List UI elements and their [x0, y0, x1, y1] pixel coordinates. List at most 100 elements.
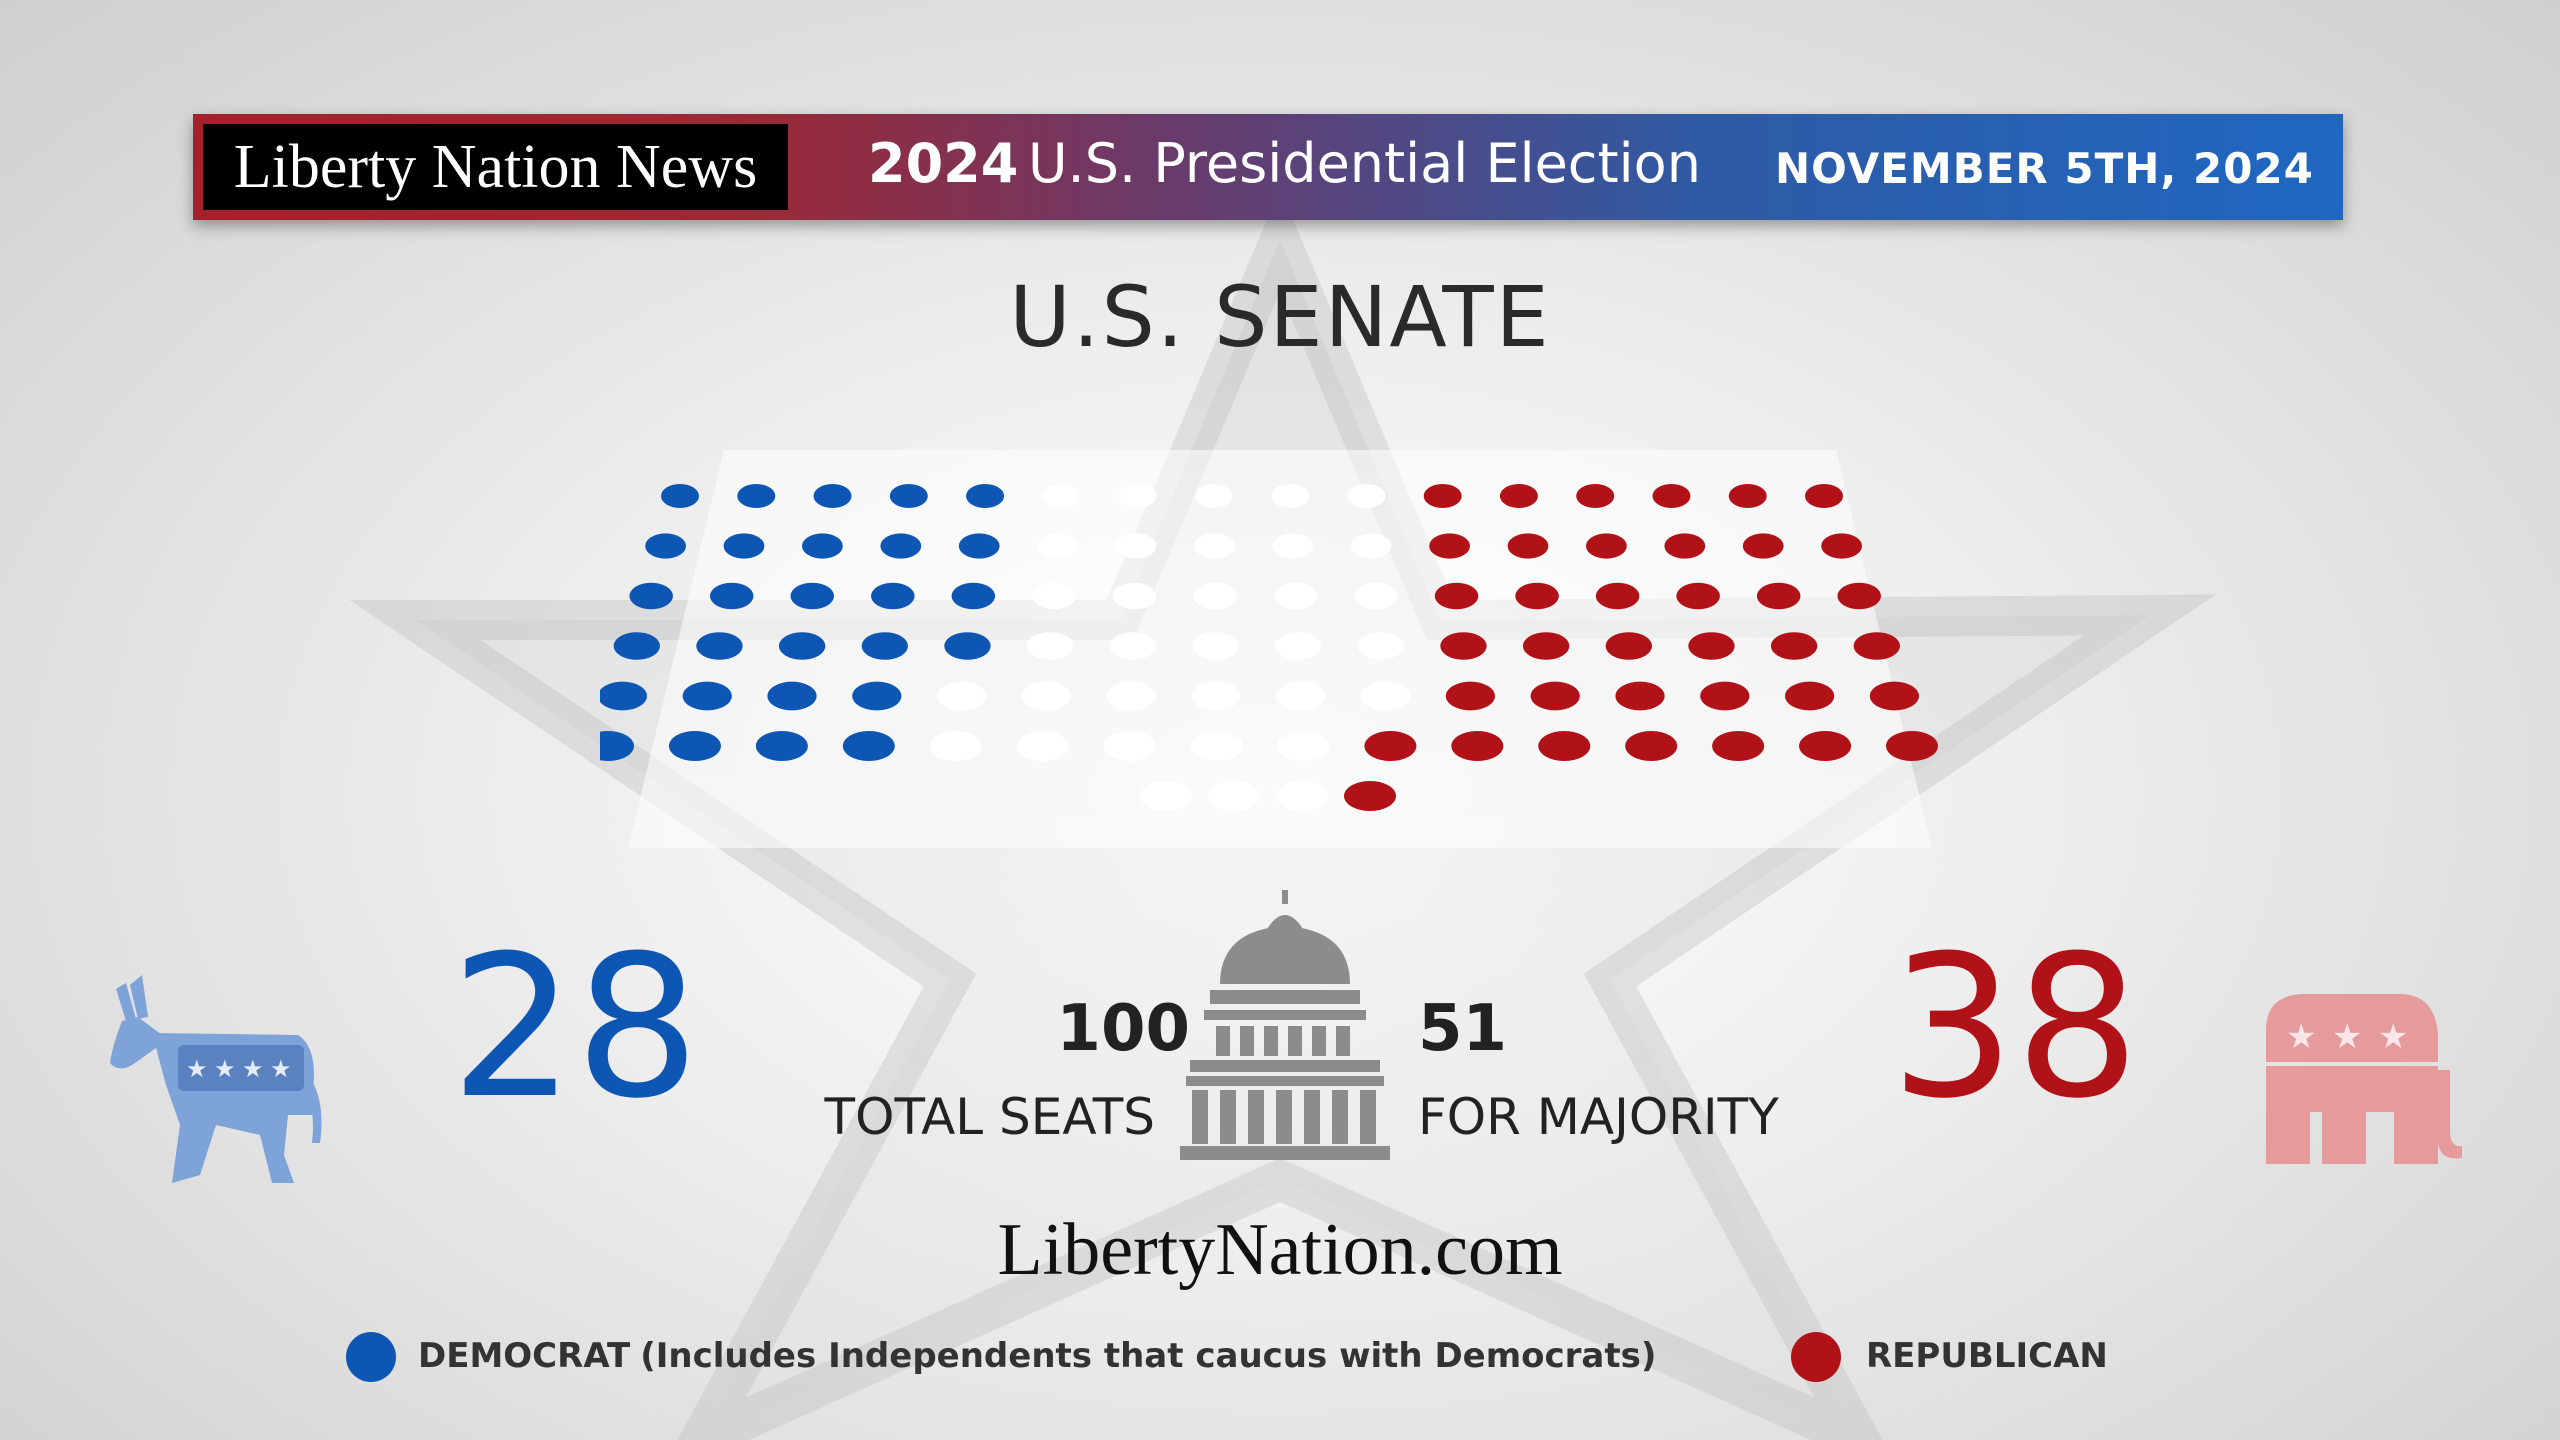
legend-democrat: DEMOCRAT (Includes Independents that cauc… [418, 1336, 1656, 1376]
seat-democrat [767, 681, 817, 711]
seat-republican [1676, 582, 1720, 610]
seat-democrat [802, 533, 843, 559]
seat-democrat [723, 533, 765, 559]
seat-undecided [1347, 484, 1386, 508]
seat-republican [1886, 731, 1938, 761]
seat-democrat [880, 533, 922, 559]
seat-undecided [937, 681, 987, 711]
seat-republican [1364, 731, 1417, 761]
seat-republican [1700, 681, 1750, 711]
seat-democrat [852, 681, 902, 711]
total-seats-number: 100 [1056, 992, 1190, 1066]
seat-democrat [813, 484, 852, 508]
democrat-donkey-icon: ★ ★ ★ ★ [110, 975, 322, 1183]
seat-democrat [778, 632, 826, 660]
seat-republican [1429, 533, 1470, 559]
seat-undecided [1021, 681, 1071, 711]
seat-republican [1586, 533, 1627, 559]
seat-democrat [861, 632, 908, 660]
seat-republican [1853, 632, 1901, 660]
seat-republican [1440, 632, 1487, 660]
seat-undecided [1361, 681, 1411, 711]
legend-republican-swatch [1791, 1332, 1841, 1382]
majority-number: 51 [1418, 992, 1508, 1066]
seat-undecided [1042, 484, 1081, 508]
seat-democrat [944, 632, 991, 660]
seat-republican [1522, 632, 1570, 660]
seat-republican [1423, 484, 1462, 508]
seat-republican [1507, 533, 1549, 559]
legend-democrat-swatch [346, 1332, 396, 1382]
seat-undecided [1190, 731, 1243, 761]
seat-republican [1625, 731, 1678, 761]
svg-text:★: ★ [214, 1055, 236, 1083]
legend-republican-label: REPUBLICAN [1866, 1336, 2108, 1376]
seat-undecided [1350, 533, 1392, 559]
seat-republican [1756, 582, 1801, 610]
seat-democrat [871, 582, 915, 610]
election-date: NOVEMBER 5TH, 2024 [1775, 144, 2314, 193]
seat-republican [1445, 681, 1495, 711]
seat-republican [1837, 582, 1881, 610]
election-title: U.S. Presidential Election [1028, 132, 1701, 195]
svg-text:★: ★ [270, 1055, 292, 1083]
seat-republican [1821, 533, 1862, 559]
seat-republican [1451, 731, 1504, 761]
seat-democrat [696, 632, 743, 660]
seat-undecided [1037, 533, 1078, 559]
seat-undecided [1032, 582, 1076, 610]
seat-undecided [1271, 484, 1310, 508]
capitol-icon [1180, 890, 1390, 1160]
seat-republican [1530, 681, 1580, 711]
seat-democrat [951, 582, 996, 610]
svg-text:★: ★ [2378, 1017, 2408, 1057]
seat-undecided [1109, 632, 1156, 660]
seat-democrat [842, 731, 895, 761]
seat-republican [1652, 484, 1691, 508]
seat-democrat [755, 731, 808, 761]
election-year: 2024 [868, 132, 1019, 195]
legend-democrat-note: (Includes Independents that caucus with … [640, 1336, 1657, 1376]
republican-seat-count: 38 [1890, 914, 2140, 1142]
seat-undecided [1192, 632, 1239, 660]
seat-undecided [1273, 582, 1318, 610]
seat-undecided [1208, 781, 1260, 811]
seat-democrat [668, 731, 721, 761]
svg-text:★: ★ [2286, 1017, 2316, 1057]
seat-undecided [1194, 484, 1233, 508]
seat-undecided [1016, 731, 1069, 761]
seat-republican [1576, 484, 1615, 508]
seat-republican [1805, 484, 1843, 508]
seat-republican [1664, 533, 1706, 559]
seat-undecided [929, 731, 982, 761]
seat-undecided [1194, 533, 1235, 559]
seat-undecided [1357, 632, 1404, 660]
seat-democrat [629, 582, 673, 610]
seat-undecided [1191, 681, 1241, 711]
seat-undecided [1276, 781, 1328, 811]
seat-republican [1742, 533, 1784, 559]
seat-republican [1515, 582, 1559, 610]
seat-republican [1869, 681, 1919, 711]
seat-democrat [790, 582, 835, 610]
page-title: U.S. SENATE [1009, 268, 1551, 366]
svg-text:★: ★ [186, 1055, 208, 1083]
seat-undecided [1112, 582, 1157, 610]
seat-democrat [709, 582, 754, 610]
seat-democrat [600, 681, 647, 711]
seat-republican [1770, 632, 1818, 660]
seat-republican [1712, 731, 1765, 761]
seat-republican [1615, 681, 1665, 711]
seat-undecided [1193, 582, 1237, 610]
senate-seat-chart [600, 450, 1938, 848]
seat-undecided [1277, 731, 1330, 761]
seat-undecided [1274, 632, 1322, 660]
seat-republican [1538, 731, 1591, 761]
seat-undecided [1272, 533, 1314, 559]
seat-republican [1434, 582, 1479, 610]
seat-undecided [1026, 632, 1074, 660]
seat-republican [1688, 632, 1735, 660]
seat-undecided [1106, 681, 1156, 711]
seat-undecided [1276, 681, 1326, 711]
seat-democrat [889, 484, 928, 508]
